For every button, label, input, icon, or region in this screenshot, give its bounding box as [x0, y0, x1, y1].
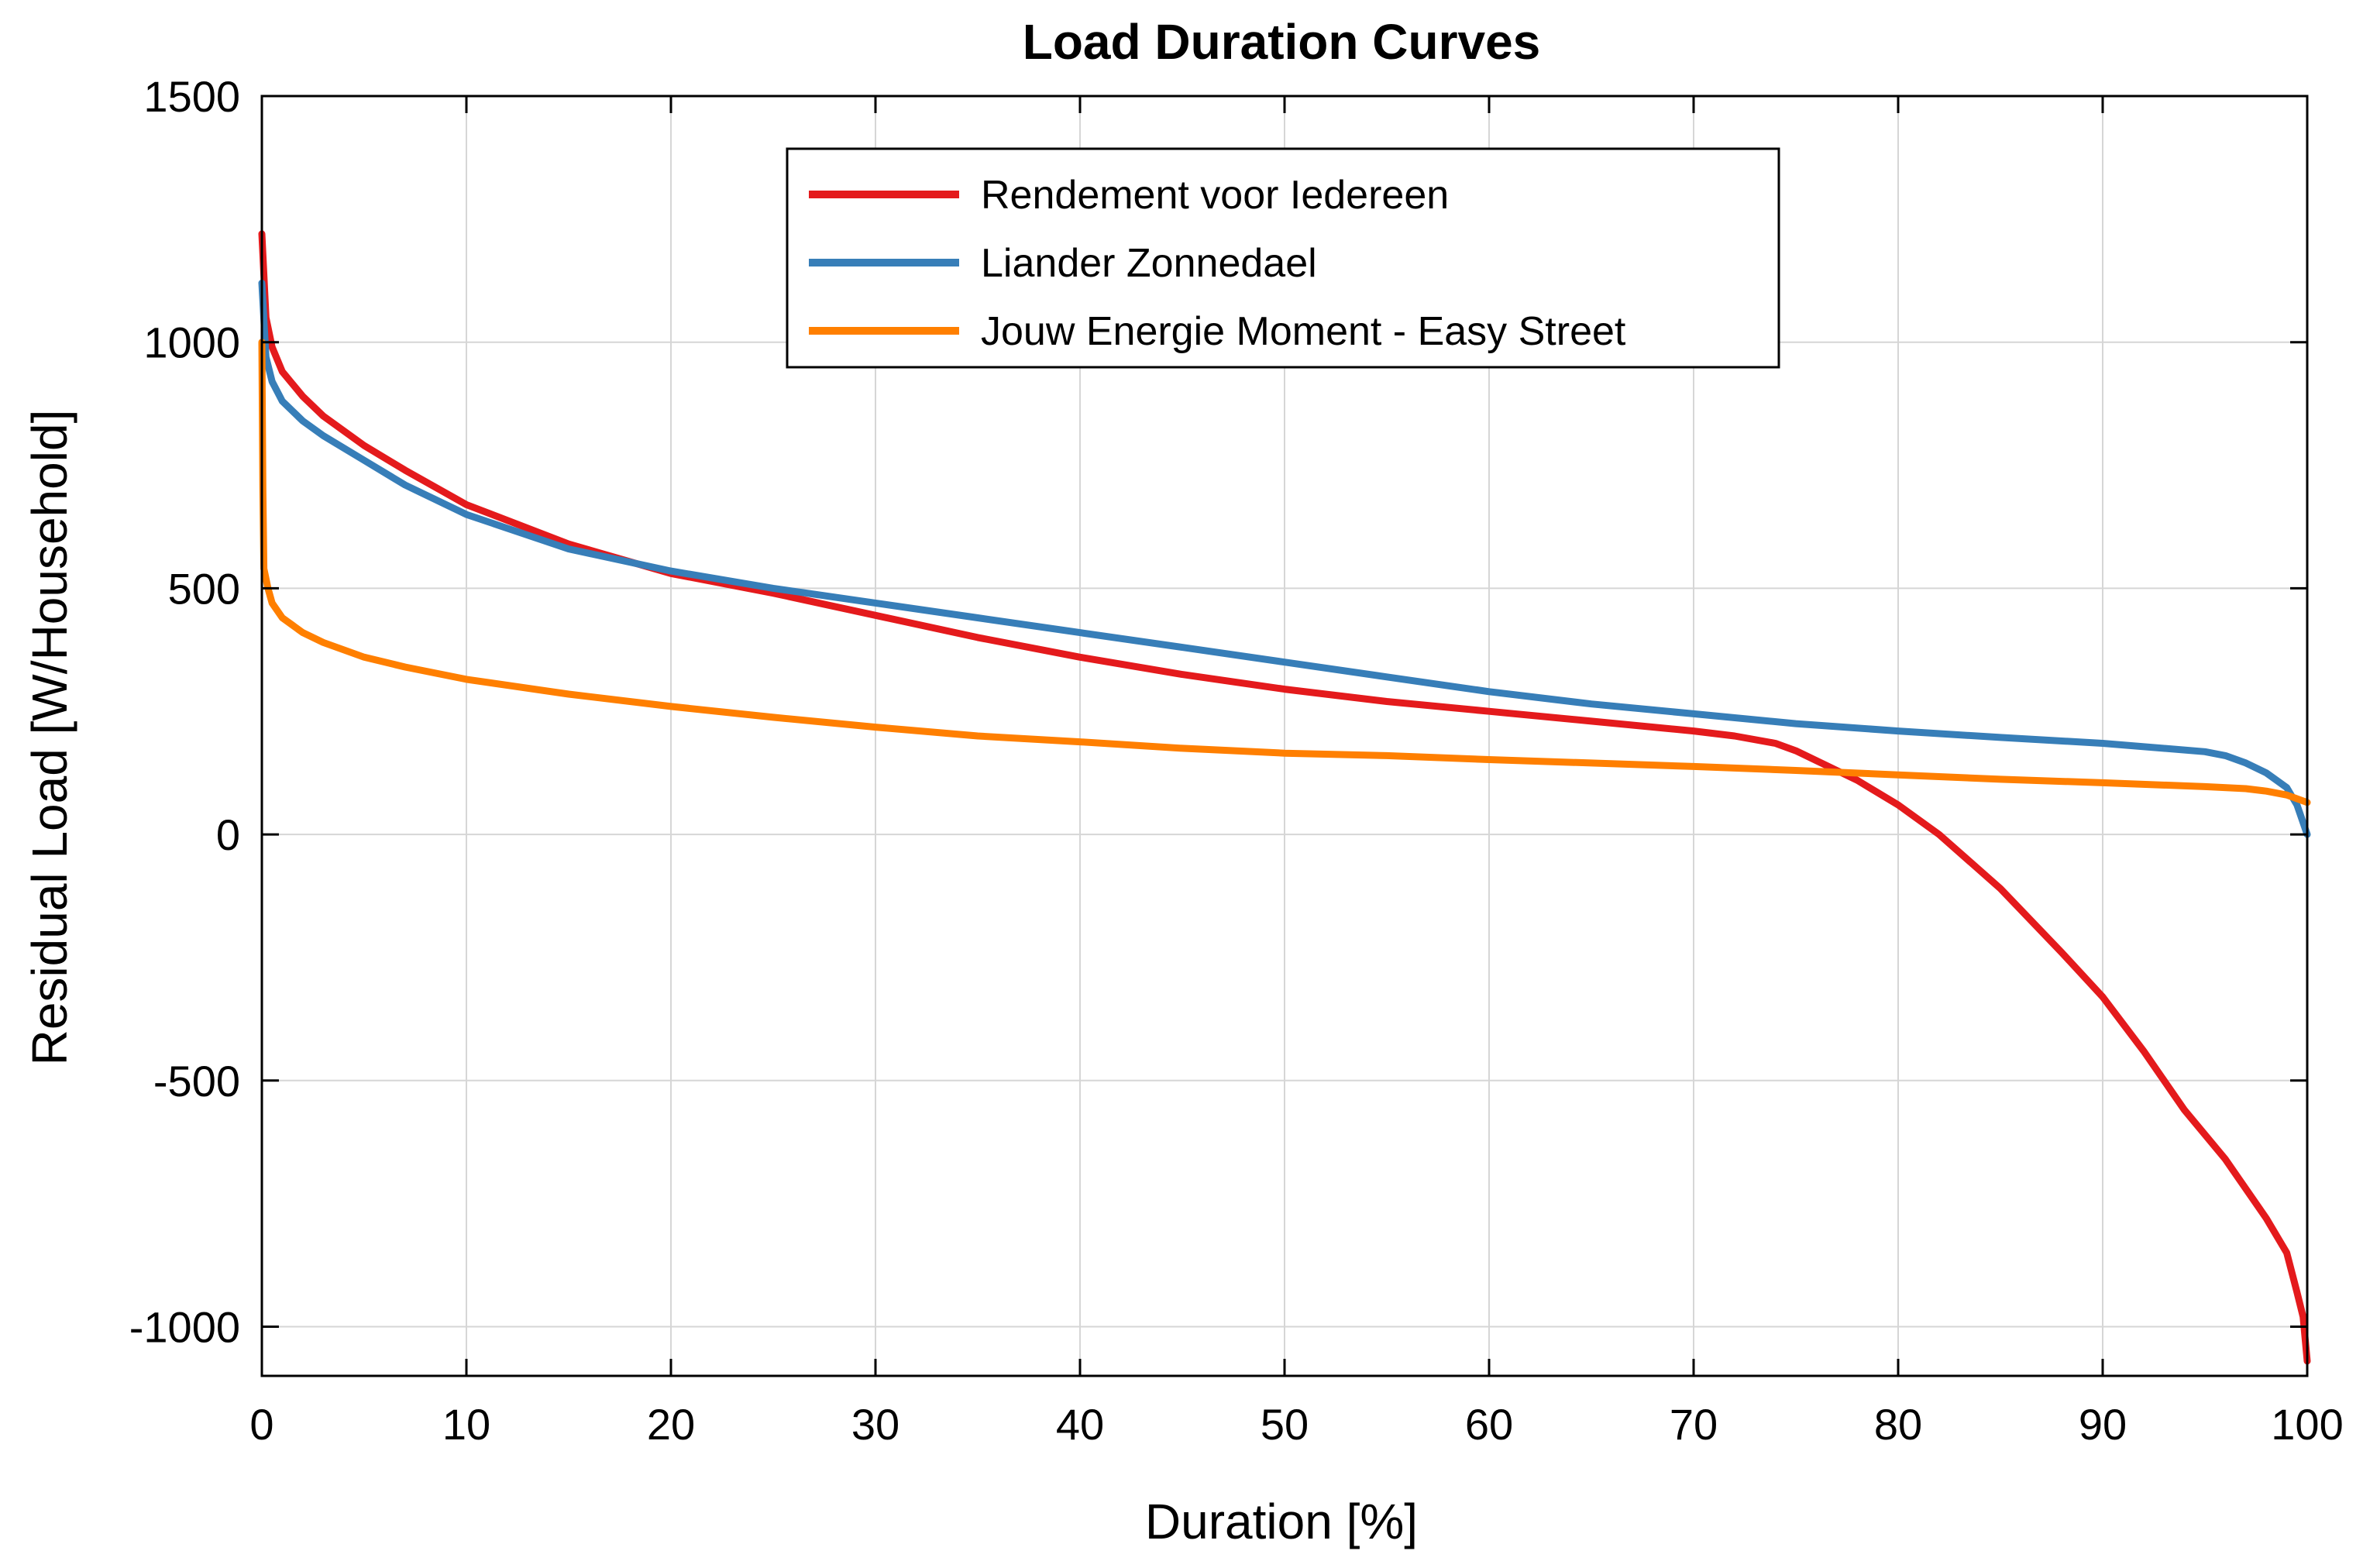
x-tick-label: 30 — [851, 1400, 899, 1449]
y-tick-labels: -1000 -500 0 500 1000 1500 — [129, 72, 240, 1351]
legend-label-0: Rendement voor Iedereen — [981, 173, 1449, 218]
y-tick-label: 1000 — [143, 318, 240, 367]
x-tick-label: 70 — [1670, 1400, 1718, 1449]
y-tick-label: -1000 — [129, 1302, 240, 1351]
x-tick-label: 100 — [2271, 1400, 2343, 1449]
axis-ticks — [260, 95, 2309, 1376]
x-axis-label: Duration [%] — [1145, 1494, 1418, 1549]
y-tick-label: 500 — [168, 564, 240, 613]
chart-title: Load Duration Curves — [1023, 14, 1541, 70]
y-tick-label: -500 — [153, 1057, 240, 1106]
x-tick-label: 80 — [1874, 1400, 1922, 1449]
legend-label-1: Liander Zonnedael — [981, 241, 1317, 286]
series-line-2 — [258, 339, 2311, 806]
x-tick-label: 0 — [249, 1400, 273, 1449]
x-tick-labels: 0 10 20 30 40 50 60 70 80 90 100 — [249, 1400, 2343, 1449]
y-axis-label: Residual Load [W/Household] — [22, 410, 77, 1066]
y-tick-label: 0 — [216, 810, 240, 859]
x-tick-label: 40 — [1056, 1400, 1104, 1449]
series-lines — [258, 230, 2311, 1365]
legend: Rendement voor Iedereen Liander Zonnedael… — [786, 147, 1780, 369]
x-tick-label: 10 — [442, 1400, 490, 1449]
y-tick-label: 1500 — [143, 72, 240, 121]
x-tick-label: 90 — [2079, 1400, 2127, 1449]
series-line-0 — [258, 230, 2311, 1365]
series-line-1 — [258, 279, 2311, 838]
legend-label-2: Jouw Energie Moment - Easy Street — [981, 309, 1626, 354]
x-tick-label: 60 — [1465, 1400, 1513, 1449]
x-tick-label: 20 — [647, 1400, 695, 1449]
x-tick-label: 50 — [1261, 1400, 1309, 1449]
